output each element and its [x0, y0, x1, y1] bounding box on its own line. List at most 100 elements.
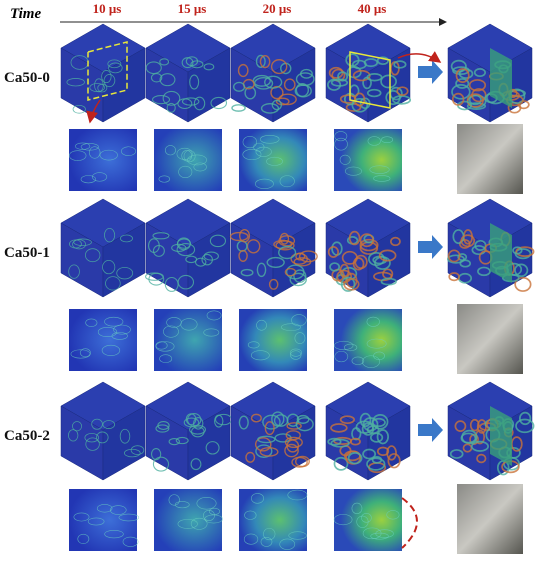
- aggregate: [66, 78, 85, 87]
- aggregate: [209, 234, 227, 248]
- aggregate: [119, 234, 133, 243]
- aggregate: [150, 448, 162, 461]
- aggregate: [376, 429, 389, 445]
- aggregate: [284, 443, 299, 458]
- aggregate: [214, 414, 224, 428]
- aggregate: [256, 262, 267, 278]
- aggregate: [367, 136, 381, 146]
- aggregate: [396, 86, 409, 96]
- aggregate: [473, 68, 487, 78]
- zoom-arrow: [397, 51, 442, 63]
- aggregate: [171, 243, 187, 252]
- aggregate: [101, 70, 112, 84]
- aggregate: [164, 145, 176, 156]
- aggregate: [206, 310, 222, 321]
- panels: 10 μs 15 μs 20 μs 40 μs Ca50-0 Ca50-1 Ca50-2: [4, 1, 535, 554]
- aggregate: [72, 104, 86, 114]
- aggregate: [238, 415, 249, 430]
- aggregate: [67, 429, 79, 442]
- aggregate: [359, 412, 372, 428]
- aggregate: [339, 154, 351, 165]
- time-value: 40 μs: [358, 1, 387, 16]
- cut-face: [490, 406, 512, 466]
- aggregate: [107, 59, 122, 69]
- cube-right: [102, 222, 146, 298]
- aggregate: [333, 514, 353, 526]
- time-value: 15 μs: [178, 1, 207, 16]
- aggregate: [102, 420, 116, 429]
- aggregate: [264, 75, 283, 89]
- aggregate: [245, 451, 256, 463]
- aggregate: [73, 512, 90, 522]
- aggregate: [75, 142, 91, 150]
- aggregate: [371, 414, 389, 430]
- blue-arrow: [418, 418, 443, 442]
- aggregate: [369, 165, 390, 174]
- aggregate: [514, 263, 529, 278]
- aggregate: [373, 175, 391, 182]
- aggregate: [85, 437, 100, 451]
- aggregate: [470, 440, 489, 452]
- aggregate: [264, 421, 275, 436]
- aggregate: [351, 502, 363, 514]
- aggregate: [344, 343, 358, 352]
- aggregate: [178, 165, 193, 179]
- aggregate: [447, 249, 461, 263]
- aggregate: [339, 415, 356, 425]
- aggregate: [262, 414, 281, 430]
- aggregate: [87, 517, 105, 526]
- section-slice: [334, 129, 402, 191]
- aggregate: [250, 493, 265, 504]
- aggregate: [244, 510, 257, 520]
- aggregate: [515, 246, 535, 258]
- aggregate: [271, 99, 283, 111]
- aggregate: [340, 276, 356, 292]
- aggregate: [280, 323, 301, 331]
- aggregate: [362, 355, 380, 368]
- cube: [145, 198, 231, 298]
- aggregate: [366, 316, 380, 327]
- aggregate: [168, 438, 180, 446]
- aggregate: [476, 453, 487, 464]
- aggregate: [386, 445, 397, 461]
- aggregate: [190, 517, 208, 530]
- aggregate: [104, 316, 124, 327]
- aggregate: [270, 85, 284, 100]
- aggregate: [150, 73, 163, 83]
- aggregate: [152, 456, 170, 472]
- cube: [446, 198, 535, 298]
- aggregate: [72, 239, 87, 250]
- aggregate: [289, 272, 307, 287]
- aggregate: [232, 81, 246, 92]
- aggregate: [451, 92, 465, 106]
- cube: [229, 198, 318, 298]
- aggregate: [111, 332, 128, 340]
- row-label: Ca50-2: [4, 428, 50, 444]
- aggregate: [193, 417, 204, 430]
- aggregate: [229, 231, 249, 242]
- aggregate: [205, 441, 220, 455]
- aggregate: [361, 422, 375, 436]
- aggregate: [257, 435, 276, 444]
- aggregate: [339, 263, 350, 278]
- aggregate: [260, 536, 273, 547]
- aggregate: [266, 156, 283, 166]
- aggregate: [260, 102, 280, 114]
- aggregate: [329, 262, 341, 272]
- aggregate: [180, 318, 198, 331]
- aggregate: [175, 436, 189, 445]
- aggregate: [327, 78, 342, 91]
- aggregate: [155, 341, 168, 350]
- aggregate: [113, 324, 131, 335]
- highlight-box: [349, 51, 391, 109]
- aggregate: [72, 421, 83, 432]
- aggregate: [460, 234, 476, 248]
- aggregate: [70, 349, 91, 359]
- aggregate: [337, 71, 349, 82]
- aggregate: [80, 143, 99, 151]
- aggregate: [166, 102, 176, 113]
- aggregate: [255, 444, 273, 458]
- aggregate: [334, 137, 348, 151]
- aggregate: [366, 88, 382, 98]
